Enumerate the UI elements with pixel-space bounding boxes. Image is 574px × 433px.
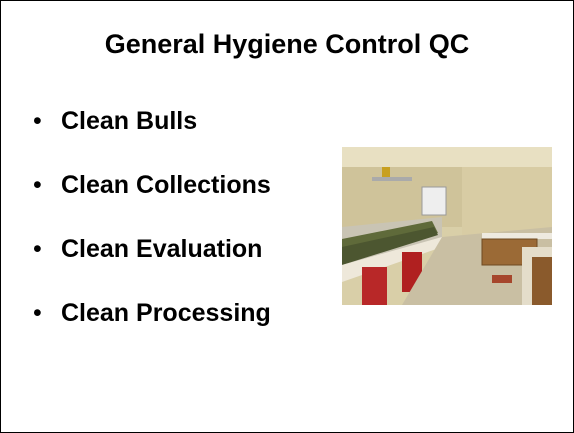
bullet-item: Clean Bulls (61, 107, 197, 136)
bullet-item: Clean Collections (61, 171, 271, 200)
bullet-item: Clean Evaluation (61, 235, 262, 264)
lab-photo (342, 147, 552, 305)
slide: General Hygiene Control QC Clean Bulls C… (0, 0, 574, 433)
bullet-item: Clean Processing (61, 299, 271, 328)
slide-title: General Hygiene Control QC (1, 29, 573, 60)
